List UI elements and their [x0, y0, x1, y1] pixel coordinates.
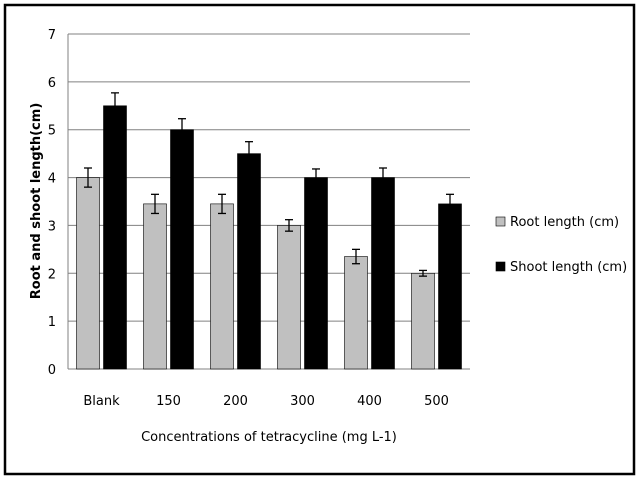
y-tick-label: 6: [48, 76, 56, 91]
x-tick-label: 150: [156, 394, 181, 409]
bar: [344, 256, 368, 370]
y-axis-title: Root and shoot length(cm): [29, 103, 44, 300]
y-tick-label: 2: [48, 267, 56, 282]
bar: [438, 203, 462, 370]
axes: [67, 34, 470, 370]
bar: [237, 153, 261, 370]
tick-labels: 0 1 2 3 4 5 6 7 Blank 150 200 300 400 500: [48, 28, 449, 409]
bar: [103, 105, 127, 370]
bars: [76, 105, 462, 370]
legend-swatch: [495, 216, 506, 227]
legend-swatch: [495, 261, 506, 272]
x-axis-title: Concentrations of tetracycline (mg L-1): [141, 430, 397, 445]
x-tick-label: Blank: [83, 394, 120, 409]
x-tick-label: 500: [424, 394, 449, 409]
bar: [411, 272, 435, 370]
x-tick-label: 400: [357, 394, 382, 409]
x-tick-label: 300: [290, 394, 315, 409]
y-tick-label: 4: [48, 172, 56, 187]
y-tick-label: 5: [48, 124, 56, 139]
y-tick-label: 7: [48, 28, 56, 43]
gridlines: [68, 33, 470, 322]
bar: [277, 225, 301, 370]
bar: [143, 203, 167, 370]
legend: Root length (cm) Shoot length (cm): [495, 215, 627, 275]
legend-label: Shoot length (cm): [510, 260, 627, 275]
bar: [371, 177, 395, 370]
bar: [76, 177, 100, 370]
legend-label: Root length (cm): [510, 215, 619, 230]
y-tick-label: 3: [48, 219, 56, 234]
x-tick-label: 200: [223, 394, 248, 409]
error-bars: [84, 92, 454, 277]
y-tick-label: 1: [48, 315, 56, 330]
y-tick-label: 0: [48, 363, 56, 378]
bar: [304, 177, 328, 370]
bar: [210, 203, 234, 370]
bar: [170, 129, 194, 370]
